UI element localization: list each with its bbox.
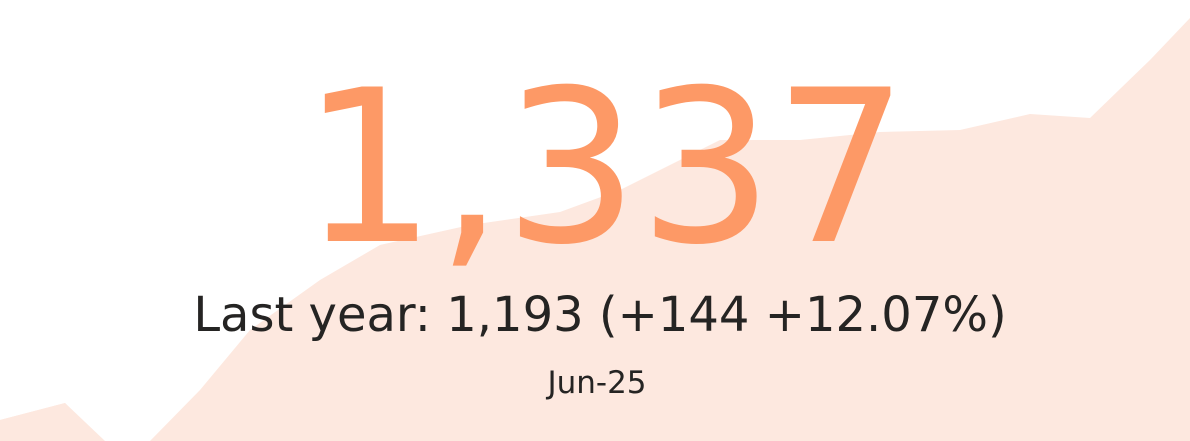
kpi-value: 1,337 — [302, 44, 909, 291]
kpi-period: Jun-25 — [545, 365, 646, 401]
background-sparkline-left — [0, 403, 105, 441]
kpi-comparison: Last year: 1,193 (+144 +12.07%) — [193, 287, 1006, 343]
background-sparkline — [0, 18, 1190, 441]
